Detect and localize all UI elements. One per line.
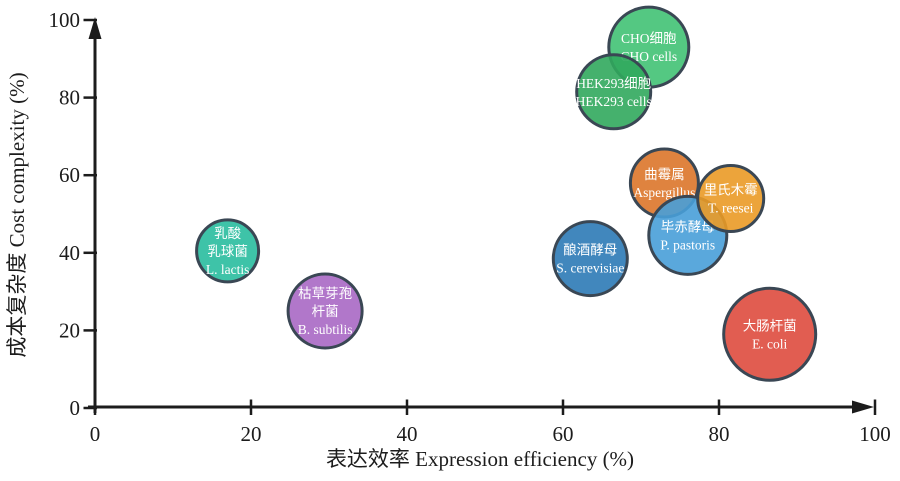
x-tick-label: 80	[709, 422, 730, 446]
x-tick-label: 20	[241, 422, 262, 446]
bubble-hek293-cells: HEK293细胞 HEK293 cells	[575, 53, 653, 131]
x-tick-label: 60	[553, 422, 574, 446]
bubble-hek293-cells-label-line-2: HEK293 cells	[576, 94, 652, 109]
bubble-b-subtilis-label-line-3: B. subtilis	[298, 322, 353, 337]
bubble-l-lactis-circle	[195, 218, 261, 284]
bubble-l-lactis-label-line-1: 乳酸	[214, 226, 241, 241]
y-axis-title: 成本复杂度 Cost complexity (%)	[5, 72, 29, 357]
bubble-t-reesei-label-line-2: T. reesei	[708, 200, 754, 215]
x-axis-ticks: 0 20 40 60 80 100	[90, 399, 891, 446]
y-tick-label: 100	[49, 8, 81, 32]
bubble-l-lactis-label-line-2: 乳球菌	[207, 244, 248, 259]
y-tick-label: 60	[59, 163, 80, 187]
bubble-t-reesei-label-line-1: 里氏木霉	[704, 182, 758, 197]
y-tick-label: 40	[59, 241, 80, 265]
bubble-l-lactis-label-line-3: L. lactis	[206, 262, 250, 277]
x-tick-label: 0	[90, 422, 101, 446]
bubble-p-pastoris-label-line-1: 毕赤酵母	[661, 219, 715, 234]
bubble-p-pastoris-label-line-2: P. pastoris	[660, 237, 715, 252]
bubble-e-coli-label-line-1: 大肠杆菌	[743, 318, 797, 333]
y-axis-arrow-icon	[88, 17, 102, 39]
bubble-s-cerevisiae: 酿酒酵母 S. cerevisiae	[551, 220, 629, 298]
bubble-e-coli-label-line-2: E. coli	[752, 336, 787, 351]
y-tick-label: 80	[59, 86, 80, 110]
x-axis-title: 表达效率 Expression efficiency (%)	[326, 447, 634, 471]
bubble-aspergillus-label-line-1: 曲霉属	[644, 167, 685, 182]
bubble-hek293-cells-label-line-1: HEK293细胞	[576, 76, 651, 91]
x-axis-arrow-icon	[852, 400, 874, 414]
bubble-b-subtilis-circle	[286, 272, 364, 350]
axes	[88, 17, 874, 414]
bubble-b-subtilis-label-line-2: 杆菌	[312, 304, 339, 319]
bubble-s-cerevisiae-label-line-2: S. cerevisiae	[556, 261, 624, 276]
bubble-cho-cells-label-line-1: CHO细胞	[621, 31, 677, 46]
bubble-s-cerevisiae-label-line-1: 酿酒酵母	[563, 243, 617, 258]
x-tick-label: 100	[859, 422, 891, 446]
y-tick-label: 20	[59, 318, 80, 342]
bubble-hek293-cells-circle	[575, 53, 653, 131]
y-tick-label: 0	[70, 396, 81, 420]
bubble-t-reesei: 里氏木霉 T. reesei	[696, 163, 766, 233]
bubble-e-coli: 大肠杆菌 E. coli	[722, 286, 818, 382]
y-axis-ticks: 0 20 40 60 80 100	[49, 8, 97, 420]
x-tick-label: 40	[397, 422, 418, 446]
bubble-e-coli-circle	[722, 286, 818, 382]
bubble-t-reesei-circle	[696, 163, 766, 233]
bubble-s-cerevisiae-circle	[551, 220, 629, 298]
bubble-b-subtilis-label-line-1: 枯草芽孢	[298, 286, 352, 301]
